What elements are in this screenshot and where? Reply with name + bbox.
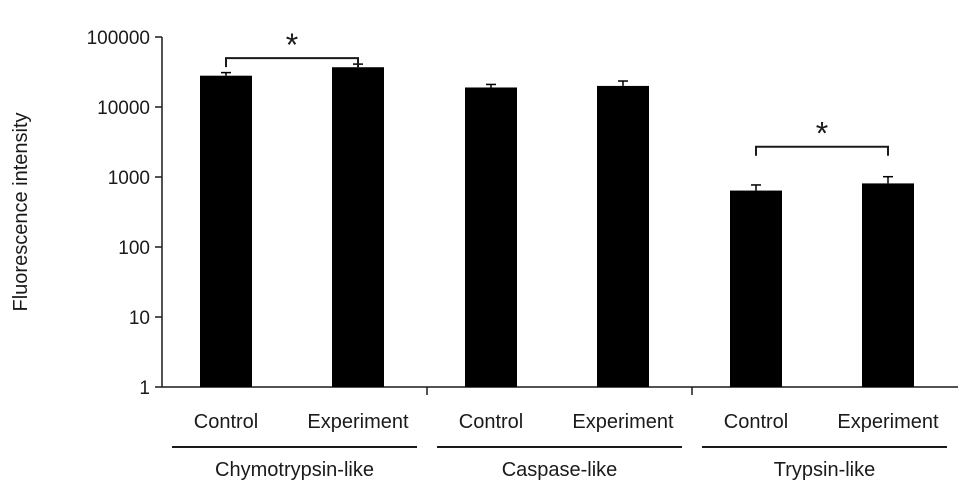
significance-bracket <box>755 145 889 156</box>
y-tick-label: 10000 <box>97 98 150 119</box>
condition-label: Experiment <box>307 411 409 433</box>
category-labels: Control Experiment Chymotrypsin-like Contro… <box>172 411 947 481</box>
bar <box>730 190 782 387</box>
y-tick-label: 1 <box>139 378 150 399</box>
group-label: Chymotrypsin-like <box>215 459 374 481</box>
condition-label: Experiment <box>572 411 674 433</box>
condition-label: Control <box>459 411 523 433</box>
y-tick-label: 100000 <box>87 28 150 49</box>
group-label: Caspase-like <box>502 459 618 481</box>
condition-label: Control <box>194 411 258 433</box>
group-label: Trypsin-like <box>774 459 876 481</box>
significance-bracket <box>225 57 359 68</box>
bar <box>465 87 517 388</box>
significance-star: * <box>816 116 828 152</box>
y-tick-label: 10 <box>129 308 150 329</box>
bar <box>332 67 384 387</box>
bar <box>862 183 914 387</box>
significance-annotations: ** <box>225 27 889 156</box>
bar <box>200 75 252 387</box>
bar <box>597 85 649 387</box>
significance-star: * <box>286 27 298 63</box>
y-axis: 1 10 100 1000 10000 100000 <box>87 28 958 399</box>
condition-label: Experiment <box>837 411 939 433</box>
condition-label: Control <box>724 411 788 433</box>
y-tick-label: 1000 <box>108 168 150 189</box>
y-tick-label: 100 <box>118 238 150 259</box>
y-axis-title: Fluorescence intensity <box>10 113 32 312</box>
bars <box>200 63 914 388</box>
